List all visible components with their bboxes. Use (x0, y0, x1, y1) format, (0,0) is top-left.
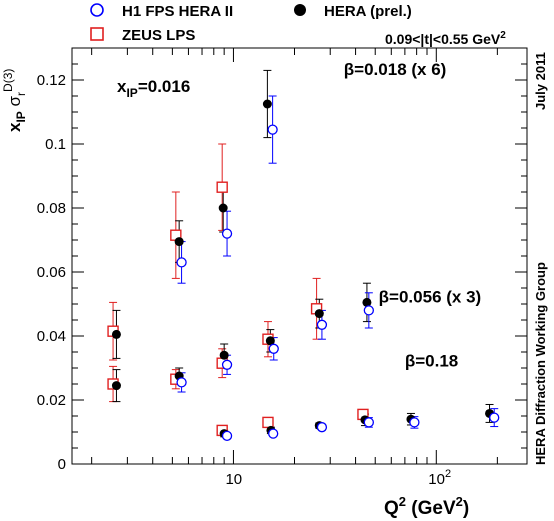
beta-annotation-018: β=0.18 (405, 351, 458, 370)
hera-point (362, 297, 372, 307)
legend-label-h1: H1 FPS HERA II (122, 3, 233, 20)
side-group-label: HERA Diffraction Working Group (533, 262, 548, 465)
data-markers (107, 99, 500, 441)
h1-point (221, 430, 233, 441)
h1-point (221, 228, 233, 239)
zeus-point (262, 416, 274, 429)
x-tick-label: 10 (225, 471, 242, 488)
h1-point (363, 305, 374, 316)
y-tick-label: 0.04 (37, 328, 66, 345)
hera-point (314, 309, 324, 319)
h1-point (316, 319, 328, 330)
h1-point (221, 359, 233, 370)
hera-point (111, 329, 121, 339)
hera-point (174, 237, 184, 247)
x-axis-label: Q2 (GeV2) (384, 494, 469, 519)
hera-point (111, 381, 121, 391)
y-tick-label: 0.06 (37, 264, 66, 281)
h1-point (268, 343, 279, 354)
h1-point (363, 417, 374, 428)
legend-marker-zeus (90, 27, 104, 41)
error-bars (109, 69, 499, 439)
legend-label-zeus: ZEUS LPS (122, 27, 195, 44)
legend-marker-hera (294, 4, 306, 16)
hera-point (218, 203, 228, 213)
hera-point (265, 336, 275, 346)
x-tick-labels: 10 102 (225, 468, 451, 488)
y-tick-label: 0.12 (37, 72, 66, 89)
h1-point (176, 257, 187, 268)
hera-point (219, 350, 229, 360)
h1-point (268, 428, 279, 439)
hera-point (262, 99, 272, 109)
legend: H1 FPS HERA II HERA (prel.) ZEUS LPS (90, 3, 412, 44)
h1-point (316, 422, 328, 433)
y-tick-labels: 0 0.02 0.04 0.06 0.08 0.1 0.12 (37, 72, 66, 473)
y-tick-label: 0.08 (37, 200, 66, 217)
beta-annotation-0056: β=0.056 (x 3) (379, 287, 482, 306)
legend-marker-h1 (90, 3, 104, 17)
y-tick-label: 0.02 (37, 392, 66, 409)
zeus-point (216, 181, 228, 193)
axis-ticks (72, 47, 527, 465)
legend-label-hera: HERA (prel.) (324, 3, 412, 20)
h1-point (409, 417, 420, 428)
xip-label: xIP=0.016 (117, 77, 190, 100)
y-tick-label: 0.1 (45, 136, 66, 153)
h1-point (176, 377, 187, 388)
beta-annotation-0018: β=0.018 (x 6) (344, 60, 447, 79)
y-axis-label: xIP σrD(3) (1, 69, 28, 132)
h1-point (267, 124, 278, 135)
x-tick-label: 102 (428, 468, 451, 488)
cut-label: 0.09<|t|<0.55 GeV2 (385, 30, 506, 47)
y-tick-label: 0 (58, 456, 66, 473)
side-date: July 2011 (533, 52, 548, 110)
plot-frame (71, 47, 528, 465)
h1-point (489, 412, 500, 423)
